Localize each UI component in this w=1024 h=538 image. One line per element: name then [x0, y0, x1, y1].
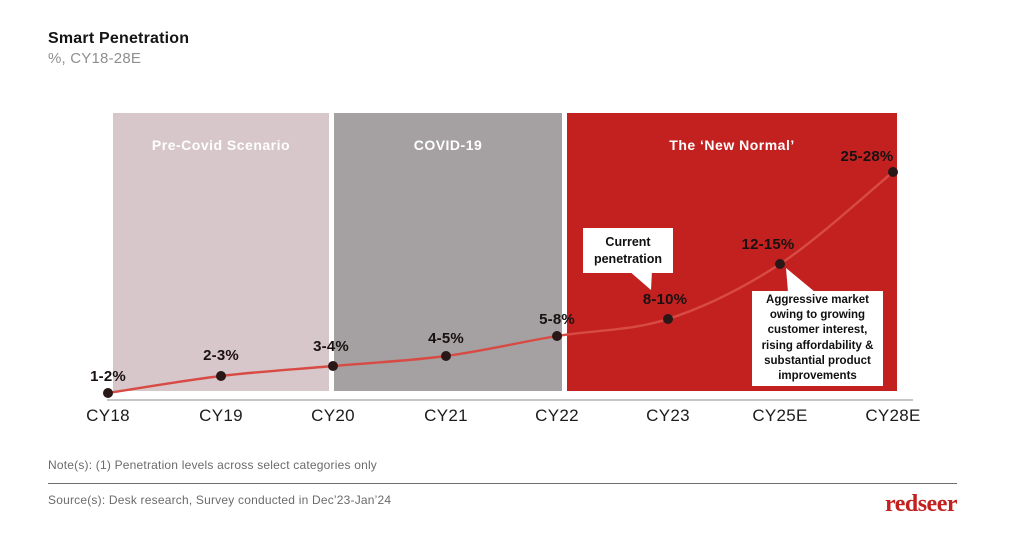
data-point — [441, 351, 451, 361]
point-value-label: 4-5% — [428, 330, 464, 347]
point-value-label: 2-3% — [203, 347, 239, 364]
data-point — [328, 361, 338, 371]
zone-label: Pre-Covid Scenario — [151, 137, 291, 153]
redseer-logo: redseer — [884, 491, 958, 517]
zone-label: The ‘New Normal’ — [669, 137, 795, 153]
page-title: Smart Penetration — [48, 30, 190, 47]
zone-1: COVID-19 — [334, 113, 562, 391]
point-value-label: 12-15% — [741, 236, 795, 253]
footer-divider — [48, 483, 957, 484]
x-axis-label: CY18 — [86, 406, 130, 425]
data-point — [552, 331, 562, 341]
point-value-label: 1-2% — [90, 368, 126, 385]
x-axis-label: CY19 — [199, 406, 243, 425]
data-point — [775, 259, 785, 269]
point-value-label: 8-10% — [642, 291, 688, 308]
source-text: Source(s): Desk research, Survey conduct… — [48, 493, 392, 507]
callout-current-penetration: Current penetration — [583, 228, 673, 273]
callout-pointer-current — [628, 270, 652, 290]
data-point — [888, 167, 898, 177]
data-point — [216, 371, 226, 381]
x-axis-label: CY28E — [865, 406, 921, 425]
x-axis-label: CY21 — [424, 406, 468, 425]
x-axis-label: CY23 — [646, 406, 690, 425]
zone-0: Pre-Covid Scenario — [113, 113, 329, 391]
x-axis-label: CY22 — [535, 406, 579, 425]
zone-label: COVID-19 — [413, 137, 483, 153]
callout-aggressive-market-text: Aggressive market owing to growing custo… — [761, 293, 874, 382]
data-point — [663, 314, 673, 324]
callout-pointer-aggressive — [786, 268, 815, 292]
x-axis-label: CY20 — [311, 406, 355, 425]
callout-aggressive-market: Aggressive market owing to growing custo… — [752, 291, 883, 386]
point-value-label: 5-8% — [539, 311, 575, 328]
point-value-label: 25-28% — [840, 148, 894, 165]
x-axis-label: CY25E — [752, 406, 808, 425]
data-point — [103, 388, 113, 398]
note-text: Note(s): (1) Penetration levels across s… — [48, 458, 378, 472]
page-subtitle: %, CY18-28E — [48, 50, 142, 67]
point-value-label: 3-4% — [313, 338, 349, 355]
callout-current-penetration-text: Current penetration — [593, 234, 663, 266]
